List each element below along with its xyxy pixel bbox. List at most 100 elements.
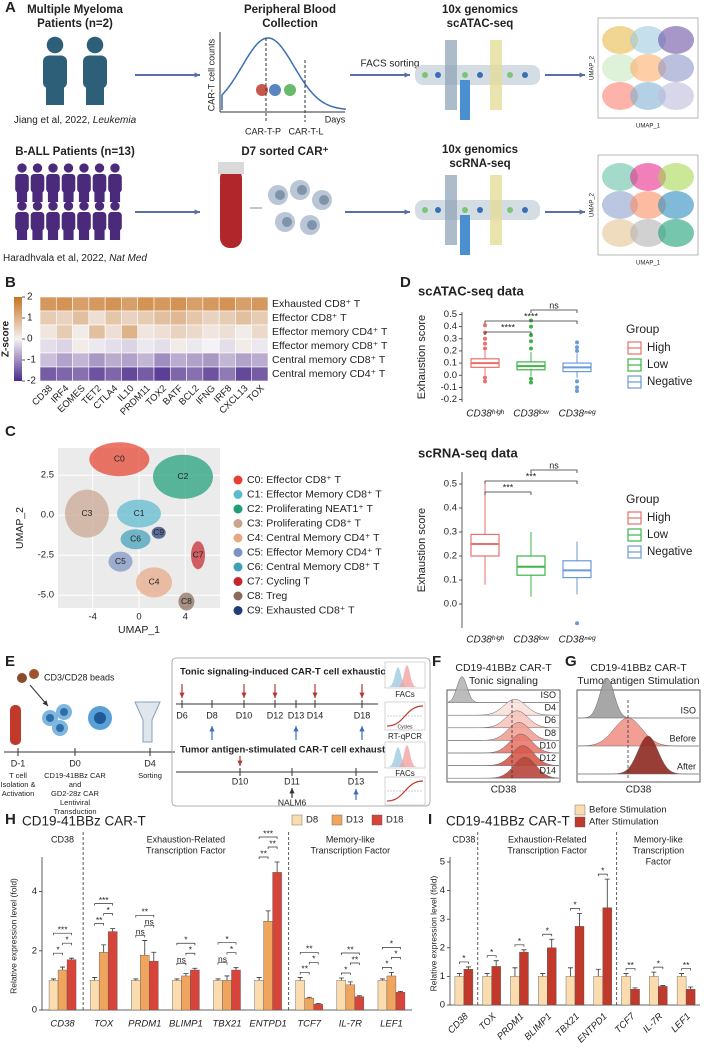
person-icon xyxy=(94,163,105,173)
x-tick-label: TOX xyxy=(94,1019,114,1030)
label: Days xyxy=(325,114,346,124)
sorter-gate xyxy=(445,40,457,110)
significance-label: * xyxy=(657,958,661,968)
person-icon xyxy=(30,173,45,193)
person-icon xyxy=(92,211,107,231)
legend-swatch xyxy=(233,519,243,528)
x-tick-label: CD38ⁿᵉᵍ xyxy=(558,635,596,646)
outlier xyxy=(529,376,533,381)
error-bar xyxy=(256,977,262,981)
y-tick-label: 0 xyxy=(440,1000,445,1011)
person-icon xyxy=(79,201,89,211)
section-label: Factor xyxy=(646,856,672,866)
legend-swatch xyxy=(233,591,243,601)
cluster xyxy=(152,454,213,499)
cluster-label: C9 xyxy=(153,527,164,537)
heatmap-cell xyxy=(88,352,106,368)
x-tick-label: TCF7 xyxy=(613,1011,638,1036)
label: D18 xyxy=(354,710,371,720)
bar xyxy=(66,959,77,1011)
legend-label: C8: Treg xyxy=(247,590,287,602)
significance-bracket xyxy=(103,913,114,916)
label: FACs xyxy=(395,769,415,778)
bar xyxy=(345,984,356,1011)
heatmap-cell xyxy=(153,338,171,354)
heatmap-cell xyxy=(218,324,236,340)
colorbar-tick-label: 1 xyxy=(27,313,33,324)
y-tick-label: 4 xyxy=(440,885,445,896)
bar xyxy=(565,976,576,1006)
arrow-head xyxy=(579,209,585,215)
heatmap-cell xyxy=(121,324,139,340)
error-bar xyxy=(388,972,394,976)
y-axis-label: Relative expression level (fold) xyxy=(8,878,18,994)
step-label: Activation xyxy=(2,789,35,798)
legend-label: D18 xyxy=(386,815,403,826)
significance-bracket xyxy=(382,947,401,950)
label: UMAP_2 xyxy=(590,55,596,80)
x-tick-label: ENTPD1 xyxy=(249,1019,286,1030)
person-icon xyxy=(94,188,105,202)
thumb-cluster xyxy=(658,219,694,247)
y-tick-label: -5.0 xyxy=(38,590,54,601)
heatmap-cell xyxy=(88,366,106,382)
arrow-head xyxy=(272,692,278,698)
legend-label: High xyxy=(647,512,671,524)
heatmap-cell xyxy=(55,352,73,368)
outlier xyxy=(575,348,579,353)
step-label: Lentiviral xyxy=(60,798,90,807)
bar xyxy=(602,907,612,1006)
error-bar xyxy=(347,981,353,985)
significance-bracket xyxy=(484,331,532,335)
outlier xyxy=(483,336,487,341)
outlier xyxy=(575,379,579,384)
significance-bracket xyxy=(226,952,237,955)
legend-swatch xyxy=(331,814,343,826)
outlier xyxy=(575,345,579,350)
heatmap-cell xyxy=(186,338,204,354)
outlier xyxy=(575,385,579,390)
heatmap-cell xyxy=(55,324,73,340)
cluster xyxy=(178,592,195,611)
heatmap-cell xyxy=(121,366,139,382)
chart-title: CD19-41BBz CAR-T xyxy=(22,814,146,829)
significance-label: * xyxy=(490,947,494,957)
significance-label: **** xyxy=(501,322,516,332)
bar xyxy=(649,976,659,1006)
significance-bracket xyxy=(258,856,269,859)
heatmap-cell xyxy=(88,310,106,326)
x-tick-label: TCF7 xyxy=(297,1019,321,1030)
bar xyxy=(213,980,223,1011)
y-tick-label: 1 xyxy=(440,971,445,982)
significance-bracket xyxy=(349,962,360,966)
heatmap-cell xyxy=(186,366,204,382)
error-bar xyxy=(192,967,198,971)
legend-swatch xyxy=(233,475,243,485)
step-label: Sorting xyxy=(138,771,162,780)
outlier xyxy=(529,339,533,344)
label: D10 xyxy=(236,710,253,720)
box xyxy=(470,533,500,557)
tube-cap xyxy=(218,162,244,174)
cell xyxy=(522,207,528,213)
label: Multiple Myeloma xyxy=(27,4,123,16)
outlier xyxy=(529,318,533,323)
cluster xyxy=(108,551,133,572)
outlier xyxy=(483,379,487,384)
error-bar xyxy=(92,977,98,981)
histogram xyxy=(577,677,699,719)
thumb-cluster xyxy=(630,191,666,219)
heatmap-cell xyxy=(72,338,90,354)
heatmap-cell xyxy=(153,366,171,382)
significance-bracket xyxy=(340,972,351,976)
outlier xyxy=(575,340,579,345)
label: D4 xyxy=(144,758,156,768)
error-bar xyxy=(315,1003,321,1005)
chart-title: scATAC-seq data xyxy=(418,283,524,298)
significance-bracket xyxy=(514,944,525,947)
arrow-head xyxy=(359,726,365,732)
bar xyxy=(57,969,68,1011)
y-tick-label: -0.1 xyxy=(441,382,457,393)
label: D6 xyxy=(176,710,188,720)
error-bar xyxy=(521,949,527,953)
